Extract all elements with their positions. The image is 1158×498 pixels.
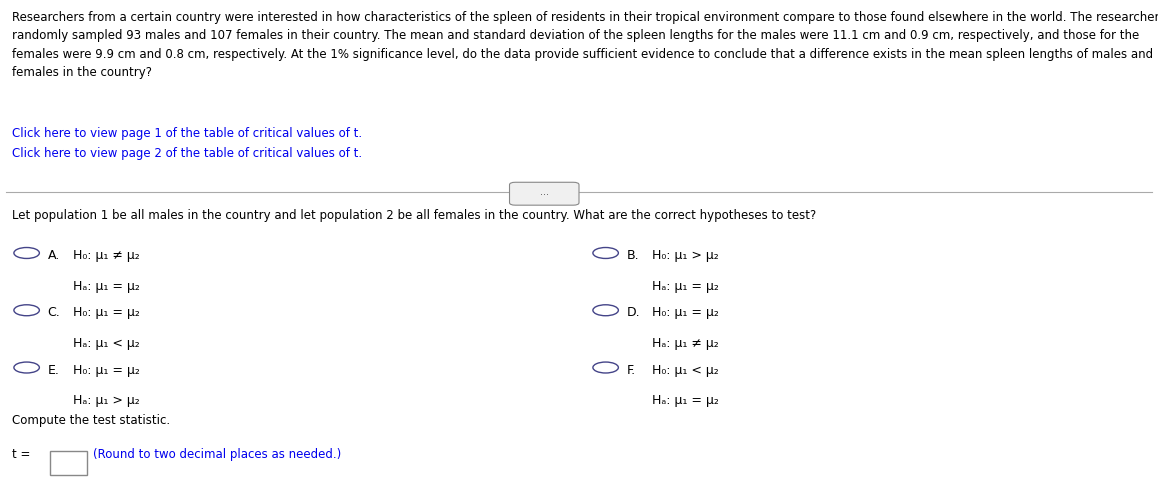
Text: Click here to view page 2 of the table of critical values of t.: Click here to view page 2 of the table o… xyxy=(12,147,361,160)
Text: F.: F. xyxy=(626,364,636,376)
Circle shape xyxy=(14,362,39,373)
FancyBboxPatch shape xyxy=(510,182,579,205)
Text: Hₐ: μ₁ < μ₂: Hₐ: μ₁ < μ₂ xyxy=(73,337,140,350)
Text: A.: A. xyxy=(47,249,60,262)
Text: H₀: μ₁ = μ₂: H₀: μ₁ = μ₂ xyxy=(73,364,140,376)
Circle shape xyxy=(14,248,39,258)
Text: B.: B. xyxy=(626,249,639,262)
Text: E.: E. xyxy=(47,364,59,376)
Text: (Round to two decimal places as needed.): (Round to two decimal places as needed.) xyxy=(93,448,340,461)
Text: Hₐ: μ₁ = μ₂: Hₐ: μ₁ = μ₂ xyxy=(652,394,719,407)
Circle shape xyxy=(593,305,618,316)
Text: H₀: μ₁ = μ₂: H₀: μ₁ = μ₂ xyxy=(73,306,140,319)
Text: C.: C. xyxy=(47,306,60,319)
Text: H₀: μ₁ ≠ μ₂: H₀: μ₁ ≠ μ₂ xyxy=(73,249,140,262)
Text: H₀: μ₁ < μ₂: H₀: μ₁ < μ₂ xyxy=(652,364,719,376)
Text: Click here to view page 1 of the table of critical values of t.: Click here to view page 1 of the table o… xyxy=(12,127,361,140)
Text: Researchers from a certain country were interested in how characteristics of the: Researchers from a certain country were … xyxy=(12,11,1158,80)
Circle shape xyxy=(593,248,618,258)
Text: Hₐ: μ₁ ≠ μ₂: Hₐ: μ₁ ≠ μ₂ xyxy=(652,337,719,350)
Text: Compute the test statistic.: Compute the test statistic. xyxy=(12,414,170,427)
Text: H₀: μ₁ = μ₂: H₀: μ₁ = μ₂ xyxy=(652,306,719,319)
Circle shape xyxy=(14,305,39,316)
Text: Hₐ: μ₁ = μ₂: Hₐ: μ₁ = μ₂ xyxy=(73,280,140,293)
Text: Hₐ: μ₁ = μ₂: Hₐ: μ₁ = μ₂ xyxy=(652,280,719,293)
Text: Let population 1 be all males in the country and let population 2 be all females: Let population 1 be all males in the cou… xyxy=(12,209,816,222)
FancyBboxPatch shape xyxy=(50,451,87,475)
Text: Hₐ: μ₁ > μ₂: Hₐ: μ₁ > μ₂ xyxy=(73,394,140,407)
Text: ...: ... xyxy=(540,187,549,197)
Text: D.: D. xyxy=(626,306,640,319)
Circle shape xyxy=(593,362,618,373)
Text: H₀: μ₁ > μ₂: H₀: μ₁ > μ₂ xyxy=(652,249,719,262)
Text: t =: t = xyxy=(12,448,34,461)
